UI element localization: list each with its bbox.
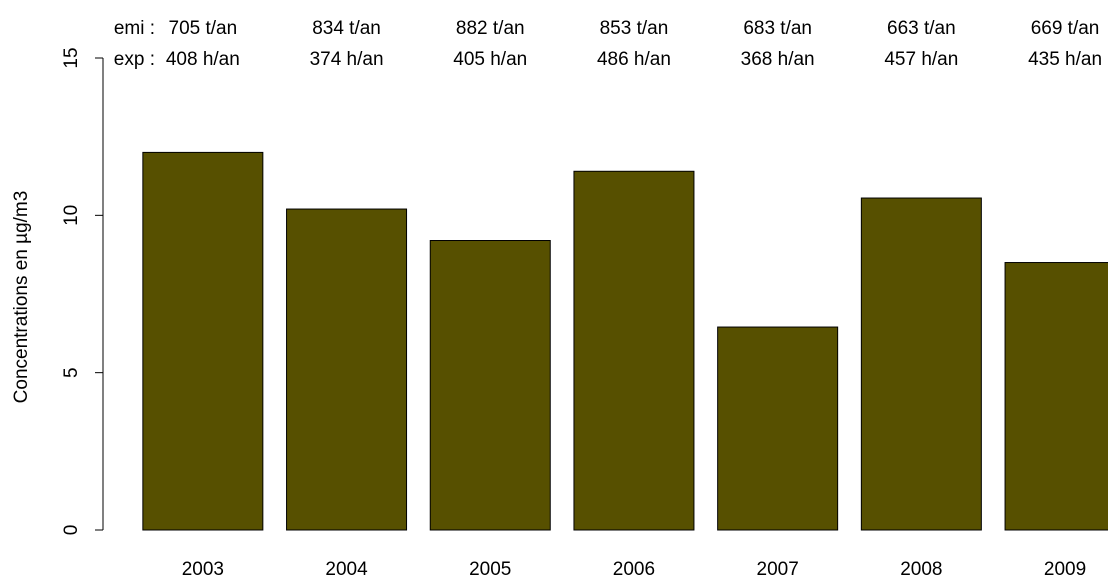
x-tick-label: 2006 (613, 559, 655, 579)
annotation-value: 405 h/an (453, 49, 527, 70)
bar (573, 170, 695, 531)
y-tick-label: 10 (61, 205, 82, 226)
annotation-value: 486 h/an (597, 49, 671, 70)
annotation-value: 853 t/an (600, 18, 669, 39)
annotation-value: 834 t/an (312, 18, 381, 39)
x-tick-label: 2003 (182, 559, 224, 579)
annotation-value: 663 t/an (887, 18, 956, 39)
bar (860, 197, 982, 531)
bar (717, 326, 839, 531)
x-tick-label: 2009 (1044, 559, 1086, 579)
bar (142, 151, 264, 531)
annotation-value: 705 t/an (169, 18, 238, 39)
x-tick-label: 2008 (900, 559, 942, 579)
x-tick-label: 2005 (469, 559, 511, 579)
annotations: emi : 705 t/an 834 t/an 882 t/an 853 t/an 683… (114, 18, 1102, 70)
annotation-value: 882 t/an (456, 18, 525, 39)
annotation-value: 374 h/an (310, 49, 384, 70)
annotation-value: 408 h/an (166, 49, 240, 70)
annotation-value: 435 h/an (1028, 49, 1102, 70)
y-tick-label: 15 (61, 47, 82, 68)
y-axis-label: Concentrations en µg/m3 (11, 191, 32, 404)
x-axis-labels: 2003 2004 2005 2006 2007 2008 2009 (182, 559, 1086, 579)
y-axis: 0 5 10 15 (61, 47, 104, 536)
y-tick-label: 0 (61, 525, 82, 536)
annotation-value: 457 h/an (884, 49, 958, 70)
annotation-value: 368 h/an (741, 49, 815, 70)
bars (142, 151, 1108, 531)
annotation-row-label: emi : (114, 18, 155, 39)
annotation-value: 669 t/an (1031, 18, 1100, 39)
bar (1004, 262, 1108, 531)
bar (286, 208, 408, 531)
y-tick-label: 5 (61, 367, 82, 378)
x-tick-label: 2004 (325, 559, 368, 579)
annotation-row-label: exp : (114, 49, 155, 70)
annotation-value: 683 t/an (743, 18, 812, 39)
x-tick-label: 2007 (757, 559, 799, 579)
bar (429, 240, 551, 531)
